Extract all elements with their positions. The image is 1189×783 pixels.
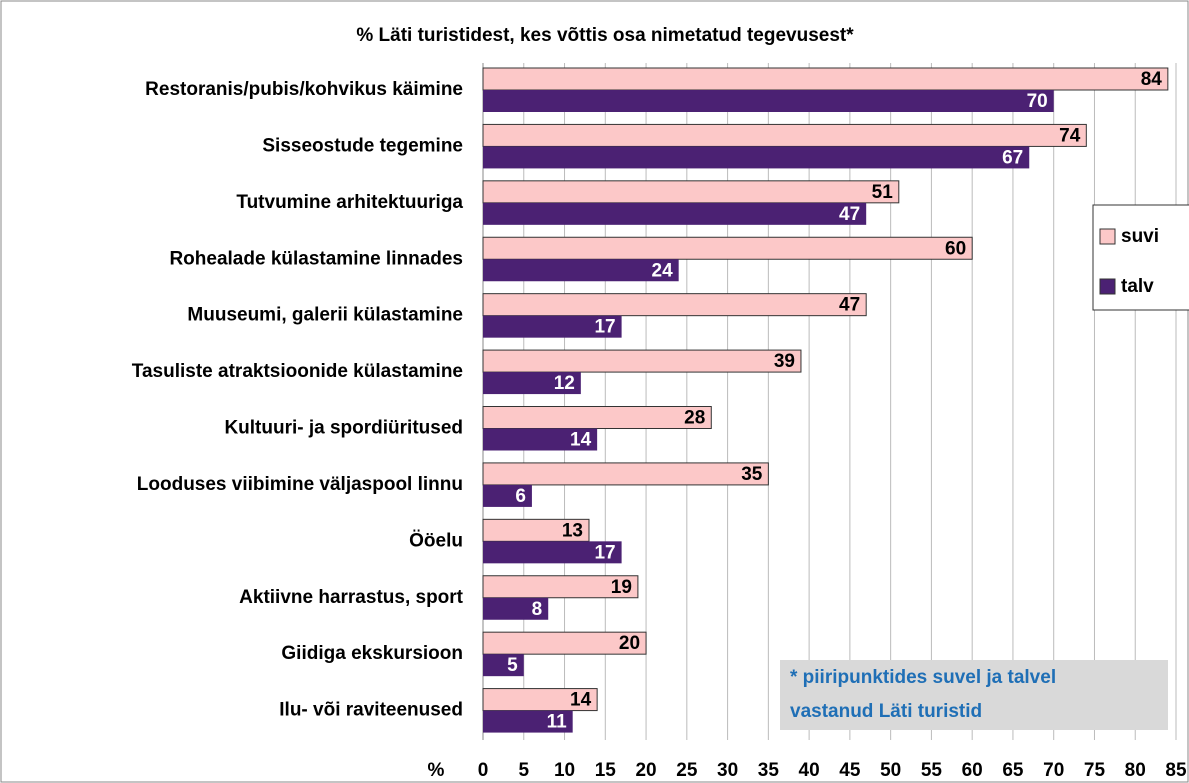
- bar: [483, 428, 598, 451]
- x-tick-label: 75: [1084, 760, 1106, 781]
- value-label: 17: [594, 317, 615, 338]
- bar: [483, 146, 1030, 169]
- bar: [482, 575, 639, 599]
- bar: [483, 541, 622, 564]
- value-label: 6: [515, 486, 526, 507]
- x-tick-label: 35: [758, 760, 780, 781]
- x-tick-label: 80: [1125, 760, 1146, 781]
- x-tick-label: 45: [839, 760, 861, 781]
- bar: [482, 123, 1087, 147]
- y-tick-label: Kultuuri- ja spordiüritused: [224, 418, 463, 439]
- x-tick-label: 50: [880, 760, 901, 781]
- value-label: 67: [1002, 147, 1023, 168]
- value-label: 12: [554, 373, 575, 394]
- bar: [483, 315, 622, 338]
- value-label: 17: [594, 542, 615, 563]
- value-label: 20: [619, 633, 640, 654]
- x-tick-label: 10: [554, 760, 575, 781]
- value-label: 14: [570, 430, 592, 451]
- bar: [483, 710, 573, 733]
- y-tick-label: Tasuliste atraktsioonide külastamine: [132, 361, 463, 382]
- annotation: * piiripunktides suvel ja talvel: [790, 667, 1056, 688]
- value-label: 47: [839, 295, 860, 316]
- value-label: 84: [1141, 69, 1163, 90]
- value-label: 19: [611, 577, 632, 598]
- bar: [482, 67, 1169, 91]
- y-tick-label: Tutvumine arhitektuuriga: [236, 192, 463, 213]
- value-label: 39: [774, 351, 795, 372]
- x-tick-label: 15: [595, 760, 617, 781]
- x-tick-label: 70: [1043, 760, 1064, 781]
- x-tick-label: 55: [921, 760, 943, 781]
- y-tick-label: Looduses viibimine väljaspool linnu: [137, 474, 463, 495]
- value-label: 74: [1059, 125, 1081, 146]
- chart-title: % Läti turistidest, kes võttis osa nimet…: [356, 25, 854, 46]
- annotation-box: [780, 660, 1168, 730]
- bar: [483, 484, 532, 507]
- y-tick-label: Muuseumi, galerii külastamine: [187, 305, 463, 326]
- bar: [482, 349, 802, 373]
- bar: [483, 654, 524, 677]
- y-tick-label: Aktiivne harrastus, sport: [239, 587, 464, 608]
- bar: [482, 180, 900, 204]
- value-label: 14: [570, 690, 592, 711]
- value-label: 47: [839, 204, 860, 225]
- x-tick-label: 0: [478, 760, 489, 781]
- value-label: 70: [1027, 91, 1048, 112]
- value-label: 24: [652, 260, 674, 281]
- value-label: 60: [945, 238, 966, 259]
- x-tick-label: 65: [1002, 760, 1024, 781]
- x-tick-label: 85: [1165, 760, 1187, 781]
- x-tick-label: 20: [635, 760, 656, 781]
- y-tick-label: Giidiga ekskursioon: [281, 643, 463, 664]
- y-tick-label: Ilu- või raviteenused: [279, 700, 463, 721]
- x-tick-label: 30: [717, 760, 738, 781]
- value-label: 11: [547, 712, 568, 733]
- value-label: 51: [872, 182, 894, 203]
- x-tick-label: 5: [518, 760, 529, 781]
- legend-swatch: [1099, 228, 1116, 245]
- y-tick-label: Sisseostude tegemine: [262, 135, 463, 156]
- bar: [483, 90, 1054, 112]
- x-axis-label: %: [428, 760, 445, 781]
- legend-swatch: [1099, 278, 1116, 295]
- value-label: 28: [684, 408, 705, 429]
- bar: [482, 462, 769, 486]
- bar: [482, 631, 647, 655]
- legend-label: talv: [1121, 276, 1154, 297]
- annotation: vastanud Läti turistid: [790, 701, 982, 722]
- bar: [483, 202, 867, 225]
- bar: [483, 372, 581, 395]
- x-tick-label: 60: [962, 760, 983, 781]
- x-tick-label: 25: [676, 760, 698, 781]
- value-label: 13: [562, 520, 583, 541]
- y-tick-label: Ööelu: [409, 530, 463, 551]
- legend-label: suvi: [1121, 226, 1159, 247]
- bar: [482, 406, 712, 429]
- value-label: 5: [507, 655, 518, 676]
- value-label: 8: [532, 599, 543, 620]
- value-label: 35: [741, 464, 763, 485]
- x-tick-label: 40: [799, 760, 820, 781]
- y-tick-label: Restoranis/pubis/kohvikus käimine: [145, 79, 463, 100]
- bar: [482, 293, 867, 317]
- bar: [483, 259, 679, 282]
- y-tick-label: Rohealade külastamine linnades: [169, 248, 463, 269]
- bar: [482, 236, 973, 260]
- bar: [483, 597, 549, 620]
